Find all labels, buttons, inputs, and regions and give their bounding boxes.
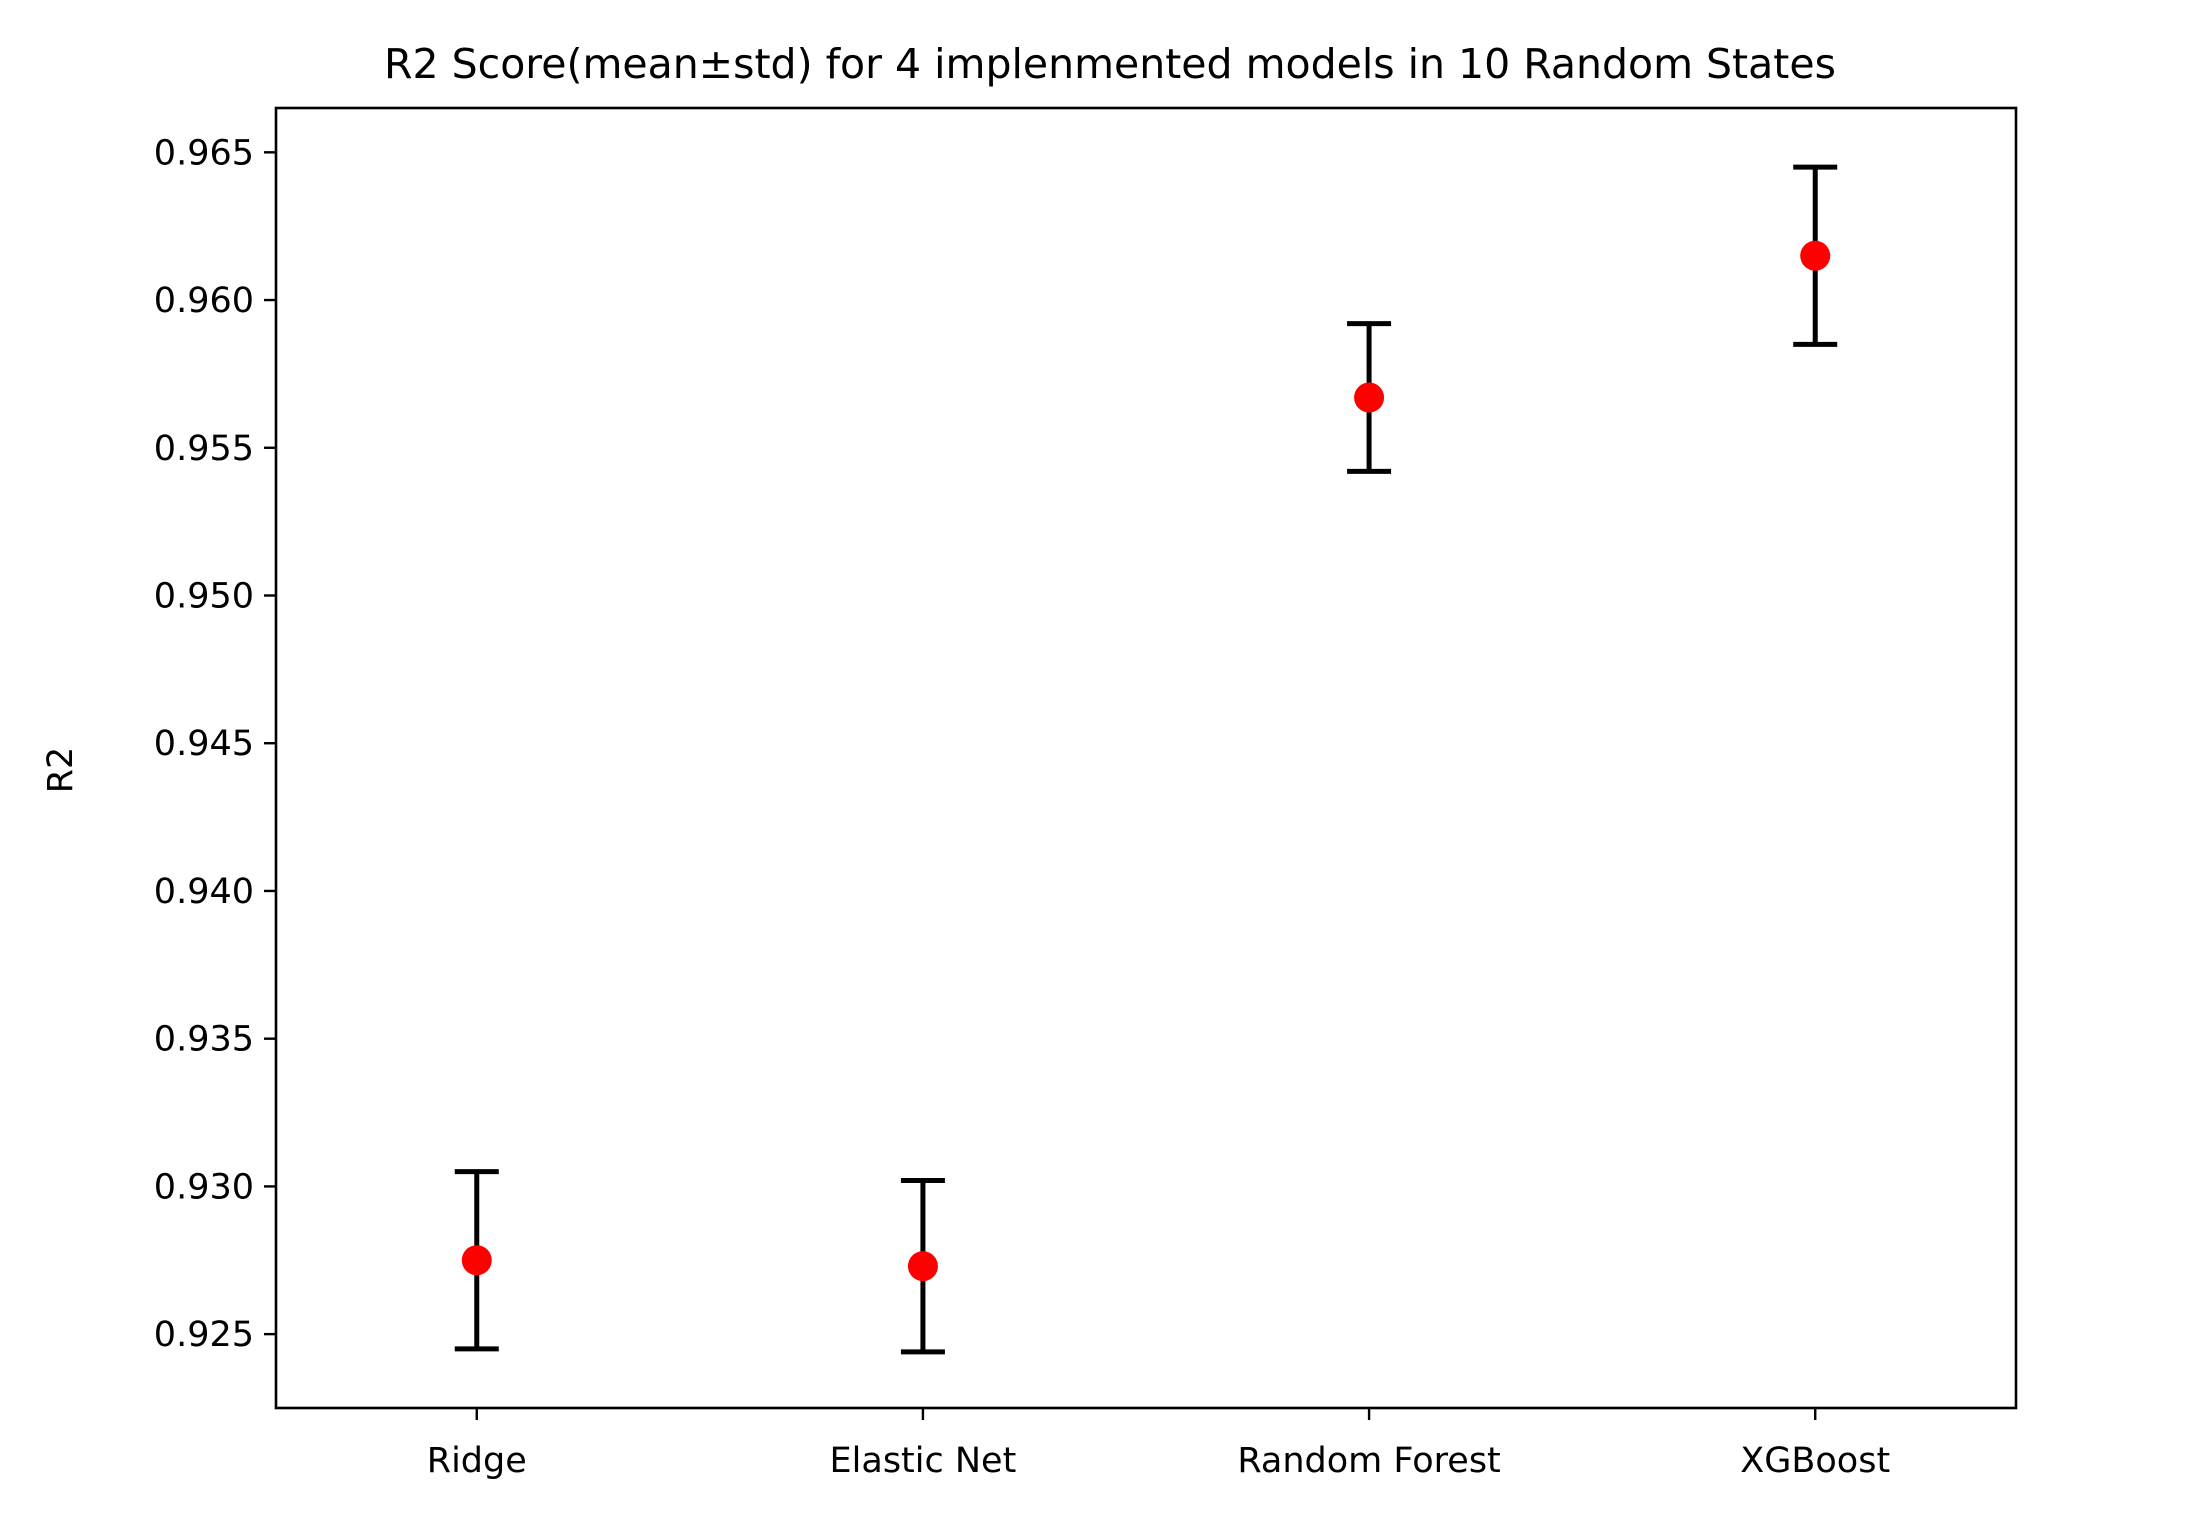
mean-marker — [461, 1245, 492, 1276]
axes-frame — [274, 106, 2018, 1410]
y-tick-label: 0.955 — [154, 429, 254, 469]
y-tick-label: 0.945 — [154, 724, 254, 764]
x-tick-label: XGBoost — [1740, 1441, 1890, 1481]
y-tick-label: 0.935 — [154, 1020, 254, 1060]
y-tick-label: 0.965 — [154, 133, 254, 173]
plot-area: 0.925 0.930 0.935 0.940 0.945 0.950 0.955 0.960… — [154, 106, 2018, 1481]
chart-title: R2 Score(mean±std) for 4 implenmented mo… — [384, 40, 1836, 88]
mean-marker — [1800, 240, 1831, 271]
y-tick-label: 0.930 — [154, 1167, 254, 1207]
x-tick-label: Elastic Net — [830, 1441, 1017, 1481]
mean-marker — [1354, 382, 1385, 413]
y-tick-label: 0.950 — [154, 577, 254, 617]
y-axis-label: R2 — [41, 747, 81, 794]
mean-marker — [907, 1251, 938, 1282]
x-tick-label: Ridge — [427, 1441, 527, 1481]
y-tick-label: 0.940 — [154, 872, 254, 912]
y-tick-label: 0.925 — [154, 1315, 254, 1355]
y-tick-label: 0.960 — [154, 281, 254, 321]
x-tick-label: Random Forest — [1237, 1441, 1500, 1481]
